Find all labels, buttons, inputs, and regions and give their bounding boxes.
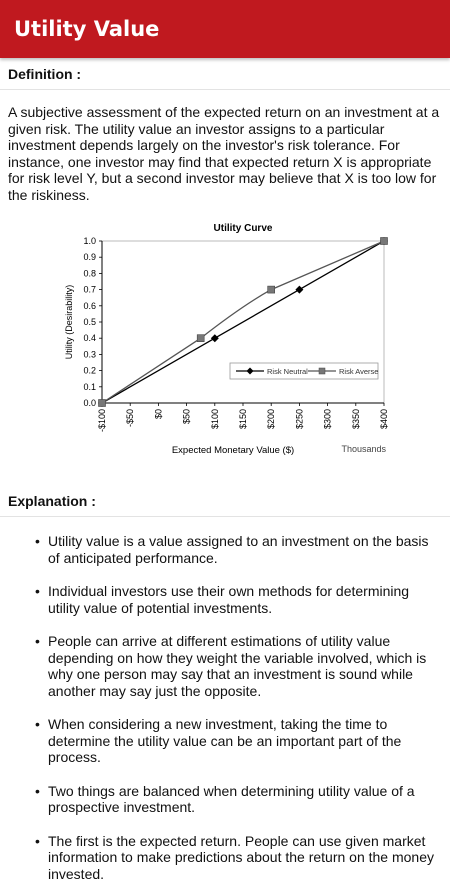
chart-svg: Utility Curve 0.0 0.1 0.2 0.3 0.4 0.5 0.6 0.7 0.8… <box>58 221 398 471</box>
list-item: The first is the expected return. People… <box>48 833 442 882</box>
y-tick-label: 0.8 <box>83 268 96 278</box>
legend-label: Risk Neutral <box>267 367 308 376</box>
content: Definition : A subjective assessment of … <box>0 66 450 882</box>
x-tick-label: $150 <box>238 409 248 429</box>
y-axis-label: Utility (Desirability) <box>64 285 74 360</box>
x-tick-label: $100 <box>210 409 220 429</box>
page-title: Utility Value <box>14 17 159 41</box>
y-tick-label: 0.3 <box>83 349 96 359</box>
y-tick-label: 0.7 <box>83 285 96 295</box>
x-axis-label: Expected Monetary Value ($) <box>172 445 294 456</box>
explanation-heading: Explanation : <box>0 493 450 517</box>
y-tick-label: 0.2 <box>83 366 96 376</box>
y-tick-label: 0.4 <box>83 333 96 343</box>
x-tick-label: -$100 <box>97 409 107 432</box>
definition-text: A subjective assessment of the expected … <box>8 104 442 203</box>
utility-curve-chart: Utility Curve 0.0 0.1 0.2 0.3 0.4 0.5 0.6 0.7 0.8… <box>58 221 398 471</box>
list-item: People can arrive at different estimatio… <box>48 633 442 699</box>
app-bar: Utility Value <box>0 0 450 58</box>
x-tick-label: $0 <box>153 409 163 419</box>
x-tick-label: $300 <box>323 409 333 429</box>
x-tick-label: $250 <box>294 409 304 429</box>
y-tick-label: 1.0 <box>83 236 96 246</box>
y-tick-label: 0.9 <box>83 252 96 262</box>
x-tick-label: $400 <box>379 409 389 429</box>
y-tick-label: 0.1 <box>83 382 96 392</box>
series-point <box>268 286 275 293</box>
definition-heading: Definition : <box>0 66 450 90</box>
list-item: Two things are balanced when determining… <box>48 783 442 816</box>
y-tick-label: 0.5 <box>83 317 96 327</box>
series-point <box>197 335 204 342</box>
x-unit-note: Thousands <box>341 444 386 454</box>
list-item: When considering a new investment, takin… <box>48 716 442 766</box>
y-tick-label: 0.0 <box>83 398 96 408</box>
legend-label: Risk Averse <box>339 367 378 376</box>
list-item: Individual investors use their own metho… <box>48 583 442 616</box>
list-item: Utility value is a value assigned to an … <box>48 533 442 566</box>
y-tick-label: 0.6 <box>83 301 96 311</box>
explanation-list: Utility value is a value assigned to an … <box>8 533 442 882</box>
x-tick-label: $200 <box>266 409 276 429</box>
series-point <box>99 400 106 407</box>
series-point <box>381 238 388 245</box>
x-tick-label: $50 <box>182 409 192 424</box>
x-tick-label: $350 <box>351 409 361 429</box>
chart-title: Utility Curve <box>214 223 273 234</box>
x-tick-label: -$50 <box>125 409 135 427</box>
legend-swatch-marker <box>319 368 325 374</box>
